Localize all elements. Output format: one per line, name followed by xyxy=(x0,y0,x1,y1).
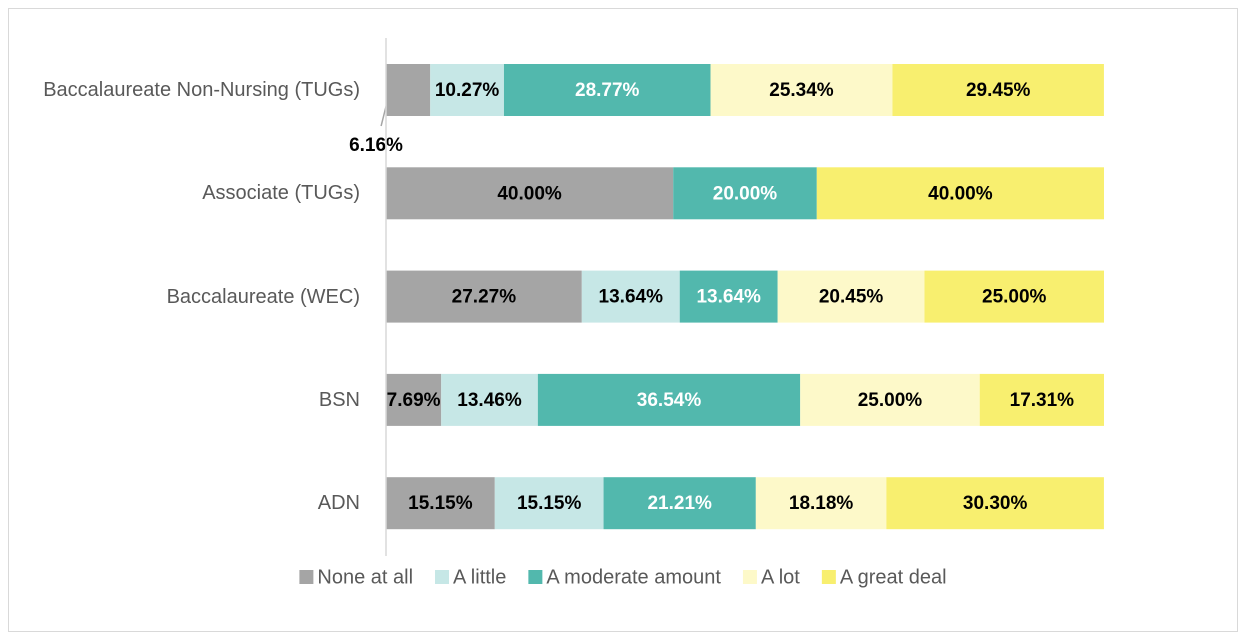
bar-segment xyxy=(800,373,980,426)
legend-label: A lot xyxy=(761,566,800,588)
category-label: Baccalaureate Non-Nursing (TUGs) xyxy=(43,79,360,101)
legend-swatch xyxy=(821,570,836,584)
data-label: 20.45% xyxy=(819,287,884,308)
bar-segment xyxy=(673,167,817,220)
bar-segment xyxy=(494,477,604,530)
bar-segment xyxy=(892,64,1104,116)
data-label: 28.77% xyxy=(575,80,640,101)
bar-segment xyxy=(755,477,887,530)
data-label: 13.46% xyxy=(457,390,522,411)
data-label: 40.00% xyxy=(497,183,562,204)
bar-segment xyxy=(386,64,431,116)
data-label: 7.69% xyxy=(387,390,441,411)
bar-segment xyxy=(979,373,1104,426)
data-label: 6.16% xyxy=(349,135,403,156)
bar-segment xyxy=(816,167,1104,220)
legend-swatch xyxy=(435,570,450,584)
bar-segment xyxy=(603,477,756,530)
data-label: 25.00% xyxy=(858,390,923,411)
category-label-box: Baccalaureate Non-Nursing (TUGs) xyxy=(20,45,360,135)
bar-segment xyxy=(441,373,538,426)
leader-line xyxy=(380,97,389,127)
data-label: 27.27% xyxy=(452,287,517,308)
bar-segment xyxy=(537,373,801,426)
bar-segment xyxy=(386,477,495,530)
legend-swatch xyxy=(299,570,314,584)
bar-segment xyxy=(777,270,925,323)
data-label: 36.54% xyxy=(637,390,702,411)
data-label: 25.00% xyxy=(982,287,1047,308)
category-label-box: Baccalaureate (WEC) xyxy=(20,252,360,342)
category-label: Baccalaureate (WEC) xyxy=(166,285,360,308)
legend-swatch xyxy=(528,570,543,584)
data-label: 15.15% xyxy=(408,493,473,514)
data-label: 13.64% xyxy=(696,287,761,308)
category-label: ADN xyxy=(317,492,360,515)
bar-segment xyxy=(581,270,680,323)
data-label: 18.18% xyxy=(789,493,854,514)
category-label: BSN xyxy=(318,388,360,411)
bar-segment xyxy=(924,270,1104,323)
data-label: 15.15% xyxy=(517,493,582,514)
legend-label: A great deal xyxy=(840,566,947,588)
data-label: 29.45% xyxy=(966,80,1031,101)
legend-label: A moderate amount xyxy=(546,566,721,588)
legend-label: None at all xyxy=(317,566,413,588)
bar-segment xyxy=(430,64,504,116)
category-label: Associate (TUGs) xyxy=(202,182,360,205)
data-label: 13.64% xyxy=(599,287,664,308)
bar-segment xyxy=(886,477,1104,530)
data-label: 20.00% xyxy=(713,183,778,204)
category-label-box: BSN xyxy=(20,355,360,445)
bar-segment xyxy=(503,64,711,116)
bar-segment xyxy=(710,64,893,116)
data-label: 21.21% xyxy=(647,493,712,514)
bar-segment xyxy=(386,270,582,323)
data-label: 17.31% xyxy=(1010,390,1075,411)
data-label: 10.27% xyxy=(435,80,500,101)
legend-label: A little xyxy=(453,566,506,588)
bar-segment xyxy=(679,270,778,323)
legend-swatch xyxy=(742,570,757,584)
category-label-box: Associate (TUGs) xyxy=(20,148,360,238)
category-label-box: ADN xyxy=(20,458,360,548)
bar-segment xyxy=(386,373,442,426)
data-label: 30.30% xyxy=(963,493,1028,514)
data-label: 40.00% xyxy=(928,183,993,204)
data-label: 25.34% xyxy=(769,80,834,101)
bar-segment xyxy=(386,167,674,220)
